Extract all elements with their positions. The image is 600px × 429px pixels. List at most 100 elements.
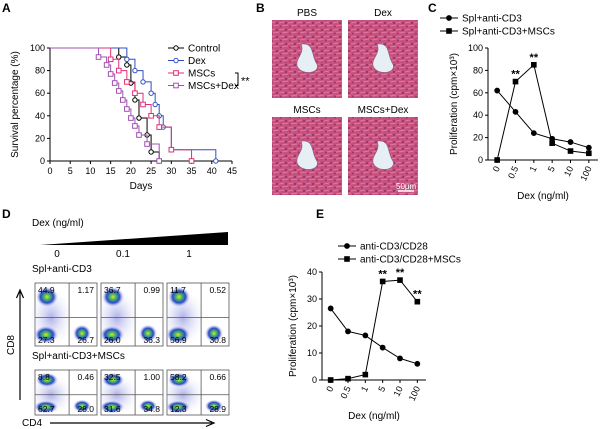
y-tick-label: 100 [30,43,45,53]
x-axis-title: Dex (ng/ml) [348,411,400,422]
line [496,63,589,161]
dose-label: 0.1 [116,249,130,260]
marker [128,115,134,121]
marker [107,71,114,77]
quadrant-value: 1.17 [77,285,94,295]
x-tick-label: 10 [562,165,575,178]
vessel [372,140,394,170]
y-tick-label: 40 [307,267,317,277]
histology-label: MSCs [293,105,320,116]
y-tick-label: 0 [312,375,317,385]
line [496,90,589,149]
panel-label: D [2,207,11,221]
x-tick-label: 45 [227,166,237,176]
quadrant-value: 44.9 [38,285,55,295]
marker [136,115,142,121]
population [139,324,157,343]
marker [115,88,122,94]
quadrant-value: 1.00 [143,372,160,382]
marker [397,277,403,283]
marker [397,355,403,362]
significance: ** [241,75,250,87]
marker [173,45,179,51]
marker [549,140,555,146]
significance: ** [511,69,520,81]
y-tick-label: 80 [473,65,483,75]
y-tick-label: 0 [478,155,483,165]
dose-label: 1 [186,249,192,260]
marker [144,141,150,147]
marker [213,158,219,164]
quadrant-value: 31.6 [104,404,121,414]
x-tick-label: 100 [578,165,593,183]
marker [120,97,126,103]
marker [132,97,138,103]
marker [345,328,351,335]
y-tick-label: 60 [35,88,45,98]
quadrant-value: 62.7 [38,404,55,414]
y-tick-label: 80 [35,66,45,76]
quadrant-value: 0.46 [77,372,94,382]
x-tick-label: 1 [527,165,538,174]
quadrant-value: 27.3 [38,335,55,345]
y-tick-label: 30 [307,294,317,304]
panel-label: B [256,1,265,15]
quadrant-value: 56.9 [170,335,187,345]
quadrant-value: 34.8 [143,404,160,414]
population [166,325,190,344]
line [330,279,418,381]
marker [132,123,138,129]
population [205,399,223,413]
x-tick-label: 0.5 [506,165,520,181]
panel-label: E [316,207,324,221]
marker [414,360,421,367]
marker [586,150,592,157]
legend-label: Spl+anti-CD3 [462,14,522,25]
line [330,308,418,365]
quadrant-value: 32.5 [104,372,121,382]
population [36,372,58,388]
marker [124,106,130,112]
population [166,400,190,414]
x-tick-label: 35 [187,166,197,176]
marker [173,57,179,64]
population [73,324,91,343]
marker [379,344,386,351]
marker [124,56,130,62]
quadrant-value: 28.0 [77,404,94,414]
population [168,372,190,388]
y-tick-label: 40 [473,110,483,120]
x-tick-label: 10 [392,385,405,398]
flow-plot: 44.9 1.17 27.3 26.7 [29,282,98,347]
legend-label: Control [188,44,220,55]
x-tick-label: 0 [491,165,502,174]
marker [531,62,537,68]
marker [414,298,421,305]
marker [168,146,175,153]
marker [446,15,452,21]
marker [585,144,592,151]
marker [345,375,351,382]
significance: ** [378,268,387,280]
scale-bar-label: 50μm [396,182,417,191]
population [102,286,124,307]
y-tick-label: 20 [307,321,317,331]
population [34,400,58,414]
marker [95,54,102,60]
y-tick-label: 100 [468,43,483,53]
dose-wedge [40,232,228,245]
quadrant-value: 36.3 [143,335,160,345]
survival-curve [50,47,193,161]
flow-plot: 8.8 0.46 62.7 28.0 [29,369,98,416]
x-tick-label: 5 [68,166,73,176]
quadrant-value: 30.8 [209,335,226,345]
dose-title: Dex (ng/ml) [32,218,84,229]
y-axis-title: Proliferation (cpm×10³) [449,53,460,155]
y-tick-label: 10 [307,348,317,358]
marker [327,377,334,383]
x-tick-label: 40 [207,166,217,176]
quadrant-value: 12.3 [170,404,187,414]
y-tick-label: 0 [40,156,45,166]
marker [140,79,146,85]
x-tick-label: 0 [324,385,335,394]
